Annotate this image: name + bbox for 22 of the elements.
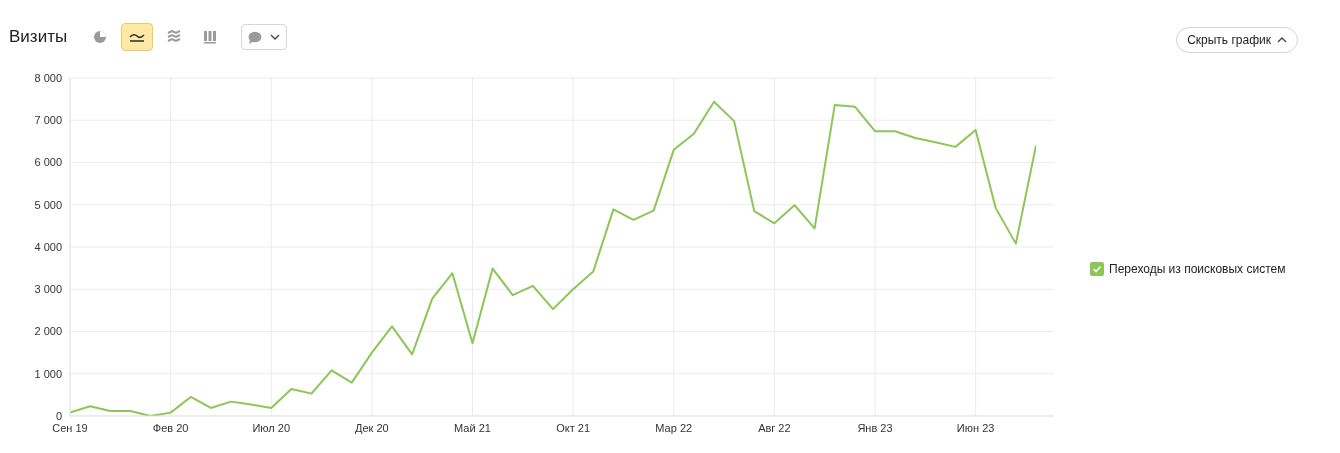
legend-label: Переходы из поисковых систем — [1109, 262, 1286, 276]
x-tick-label: Май 21 — [454, 421, 491, 434]
chart-title: Визиты — [9, 27, 68, 47]
x-tick-label: Окт 21 — [556, 421, 591, 434]
y-tick-label: 6 000 — [34, 156, 62, 169]
y-tick-label: 4 000 — [34, 240, 62, 253]
x-tick-label: Авг 22 — [758, 421, 791, 434]
x-tick-label: Сен 19 — [52, 421, 88, 434]
y-tick-label: 8 000 — [34, 71, 62, 84]
x-tick-label: Фев 20 — [152, 421, 189, 434]
y-tick-label: 1 000 — [34, 367, 62, 380]
x-tick-label: Дек 20 — [355, 421, 389, 434]
y-tick-label: 2 000 — [34, 325, 62, 338]
y-tick-label: 0 — [55, 409, 62, 422]
x-tick-label: Июл 20 — [252, 421, 291, 434]
x-tick-label: Янв 23 — [857, 421, 893, 434]
x-tick-label: Июн 23 — [956, 421, 995, 434]
y-tick-label: 5 000 — [34, 198, 62, 211]
x-tick-label: Мар 22 — [655, 421, 693, 434]
line-series — [70, 100, 1036, 416]
y-tick-label: 3 000 — [34, 283, 62, 296]
y-tick-label: 7 000 — [34, 114, 62, 127]
